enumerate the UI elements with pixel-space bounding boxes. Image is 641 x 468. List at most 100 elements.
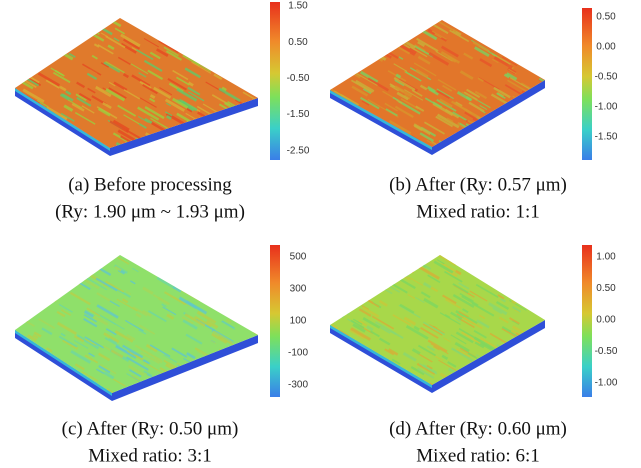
texture-streak: [488, 302, 508, 316]
texture-streak: [144, 106, 165, 120]
texture-streak: [420, 327, 439, 339]
texture-streak: [173, 296, 184, 304]
texture-streak: [249, 368, 258, 376]
surface-base: [15, 330, 258, 401]
texture-streak: [501, 325, 521, 339]
texture-streak: [351, 85, 369, 97]
texture-streak: [93, 315, 109, 326]
texture-streak: [350, 145, 369, 147]
texture-streak: [426, 86, 436, 93]
texture-streak: [241, 305, 251, 313]
texture-streak: [137, 115, 149, 123]
texture-streak: [114, 265, 122, 272]
texture-streak: [207, 131, 215, 137]
texture-streak: [60, 332, 66, 337]
texture-streak: [213, 23, 227, 33]
texture-streak: [105, 280, 125, 293]
texture-streak: [332, 299, 346, 309]
texture-streak: [25, 40, 41, 52]
texture-streak: [458, 282, 470, 290]
texture-streak: [168, 36, 182, 45]
texture-streak: [203, 257, 210, 263]
texture-streak: [391, 379, 402, 385]
texture-streak: [367, 99, 380, 107]
texture-streak: [456, 121, 467, 129]
texture-streak: [68, 278, 75, 284]
texture-streak: [166, 102, 172, 107]
texture-streak: [523, 114, 532, 121]
texture-streak: [123, 114, 140, 125]
texture-streak: [81, 371, 99, 382]
texture-streak: [224, 29, 240, 40]
texture-streak: [233, 370, 245, 378]
texture-streak: [250, 387, 258, 393]
texture-streak: [422, 282, 432, 289]
texture-streak: [398, 277, 416, 290]
texture-streak: [438, 255, 457, 267]
texture-streak: [30, 359, 41, 367]
texture-streak: [522, 289, 532, 296]
texture-streak: [433, 260, 454, 274]
texture-streak: [536, 131, 545, 144]
texture-streak: [436, 90, 450, 100]
texture-streak: [497, 255, 516, 268]
texture-streak: [143, 361, 164, 375]
texture-streak: [186, 107, 193, 113]
texture-streak: [340, 94, 359, 106]
texture-streak: [103, 371, 115, 380]
texture-streak: [411, 348, 421, 355]
texture-streak: [76, 81, 86, 89]
texture-streak: [127, 364, 145, 376]
texture-streak: [178, 98, 187, 106]
texture-streak: [210, 145, 227, 148]
texture-streak: [164, 376, 185, 390]
texture-streak: [114, 330, 134, 343]
texture-streak: [62, 339, 79, 350]
texture-streak: [355, 72, 378, 87]
texture-streak: [38, 47, 56, 59]
texture-streak: [537, 30, 544, 35]
texture-streak: [172, 384, 186, 393]
texture-streak: [188, 91, 205, 102]
texture-streak: [20, 376, 38, 387]
texture-streak: [247, 44, 258, 58]
texture-streak: [515, 378, 522, 384]
texture-streak: [21, 81, 34, 90]
texture-streak: [442, 84, 453, 92]
texture-streak: [157, 296, 170, 306]
texture-streak: [487, 128, 510, 143]
texture-streak: [240, 356, 257, 368]
texture-streak: [519, 263, 541, 277]
texture-streak: [455, 269, 462, 275]
texture-streak: [182, 53, 201, 67]
texture-streak: [134, 344, 152, 356]
texture-streak: [477, 340, 495, 352]
texture-streak: [166, 313, 175, 320]
texture-streak: [239, 378, 258, 393]
texture-streak: [185, 302, 192, 307]
texture-streak: [501, 56, 518, 67]
texture-streak: [492, 58, 499, 64]
texture-streak: [388, 348, 399, 356]
texture-streak: [458, 310, 469, 318]
texture-streak: [456, 91, 472, 102]
texture-streak: [502, 44, 523, 58]
texture-streak: [51, 377, 59, 383]
texture-streak: [433, 345, 440, 351]
colorbar-label: -1.50: [595, 132, 618, 143]
texture-streak: [406, 275, 423, 286]
surface-edge: [330, 325, 432, 388]
texture-streak: [330, 141, 351, 147]
texture-streak: [394, 79, 405, 87]
texture-streak: [374, 321, 397, 336]
texture-streak: [511, 300, 517, 305]
texture-streak: [501, 363, 522, 377]
texture-streak: [479, 104, 488, 111]
texture-streak: [15, 297, 32, 308]
texture-streak: [164, 138, 185, 148]
texture-streak: [21, 27, 29, 33]
surface-edge: [330, 90, 432, 150]
texture-streak: [25, 280, 36, 288]
texture-streak: [395, 73, 402, 79]
colorbar-label: 0.50: [288, 37, 308, 48]
